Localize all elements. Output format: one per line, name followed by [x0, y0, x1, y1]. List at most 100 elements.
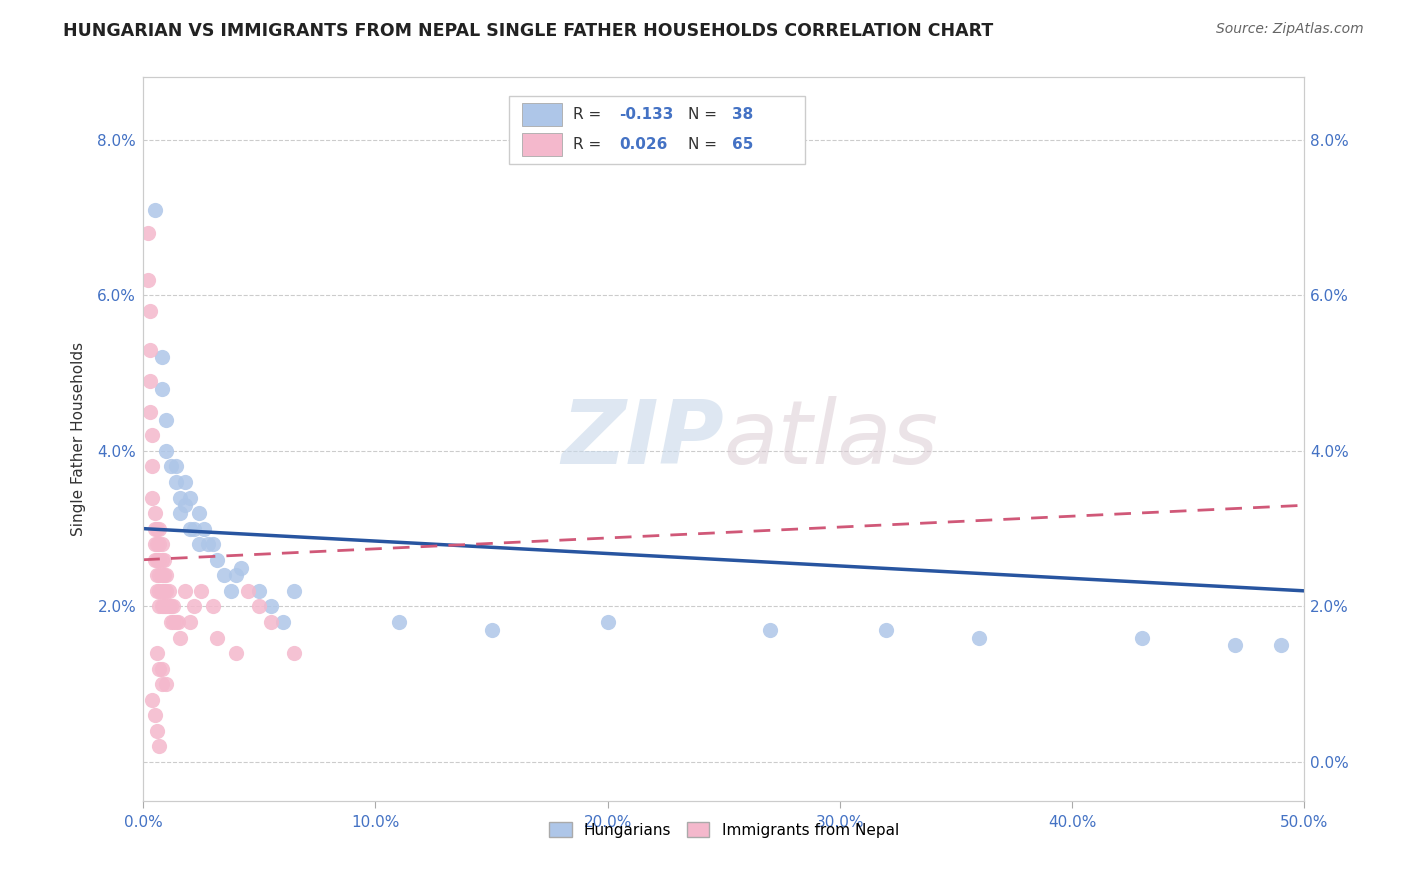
- Point: [139, 303, 162, 318]
- FancyBboxPatch shape: [522, 133, 562, 156]
- Point: [141, 459, 163, 474]
- Point: [247, 583, 270, 598]
- Point: [150, 662, 173, 676]
- Point: [190, 583, 212, 598]
- Point: [193, 522, 215, 536]
- Point: [167, 615, 190, 629]
- Point: [169, 491, 191, 505]
- Point: [165, 475, 187, 489]
- Point: [155, 599, 177, 614]
- Text: -0.133: -0.133: [619, 107, 673, 122]
- Point: [148, 662, 170, 676]
- Point: [155, 677, 177, 691]
- Point: [136, 273, 159, 287]
- Text: HUNGARIAN VS IMMIGRANTS FROM NEPAL SINGLE FATHER HOUSEHOLDS CORRELATION CHART: HUNGARIAN VS IMMIGRANTS FROM NEPAL SINGL…: [63, 22, 994, 40]
- Text: 65: 65: [733, 137, 754, 153]
- Text: R =: R =: [572, 137, 606, 153]
- Point: [229, 560, 252, 574]
- Point: [160, 459, 183, 474]
- FancyBboxPatch shape: [522, 103, 562, 126]
- Point: [160, 599, 183, 614]
- Point: [197, 537, 219, 551]
- Point: [187, 537, 209, 551]
- Point: [143, 553, 166, 567]
- Text: 0.026: 0.026: [619, 137, 668, 153]
- Point: [157, 583, 180, 598]
- Point: [146, 646, 169, 660]
- Point: [207, 631, 229, 645]
- Point: [596, 615, 619, 629]
- Point: [174, 498, 197, 512]
- FancyBboxPatch shape: [509, 95, 806, 164]
- Point: [136, 226, 159, 240]
- Point: [150, 599, 173, 614]
- Point: [146, 568, 169, 582]
- Point: [153, 583, 176, 598]
- Point: [153, 599, 176, 614]
- Point: [146, 537, 169, 551]
- Point: [150, 351, 173, 365]
- Legend: Hungarians, Immigrants from Nepal: Hungarians, Immigrants from Nepal: [543, 815, 905, 844]
- Point: [183, 599, 205, 614]
- Point: [143, 708, 166, 723]
- Point: [165, 615, 187, 629]
- Point: [875, 623, 897, 637]
- Point: [283, 646, 305, 660]
- Point: [271, 615, 294, 629]
- Point: [179, 522, 201, 536]
- Point: [139, 405, 162, 419]
- Point: [207, 553, 229, 567]
- Point: [150, 583, 173, 598]
- Point: [759, 623, 782, 637]
- Point: [148, 739, 170, 754]
- Point: [174, 583, 197, 598]
- Point: [157, 599, 180, 614]
- Point: [146, 723, 169, 738]
- Point: [148, 599, 170, 614]
- Point: [481, 623, 503, 637]
- Point: [153, 568, 176, 582]
- Point: [146, 553, 169, 567]
- Point: [201, 599, 224, 614]
- Y-axis label: Single Father Households: Single Father Households: [72, 343, 86, 536]
- Point: [179, 491, 201, 505]
- Point: [143, 537, 166, 551]
- Point: [155, 583, 177, 598]
- Point: [148, 568, 170, 582]
- Point: [150, 553, 173, 567]
- Point: [169, 631, 191, 645]
- Text: ZIP: ZIP: [561, 396, 724, 483]
- Text: 38: 38: [733, 107, 754, 122]
- Point: [225, 646, 247, 660]
- Point: [150, 677, 173, 691]
- Point: [155, 443, 177, 458]
- Point: [143, 506, 166, 520]
- Point: [214, 568, 236, 582]
- Text: N =: N =: [688, 137, 721, 153]
- Point: [146, 583, 169, 598]
- Point: [148, 537, 170, 551]
- Point: [143, 202, 166, 217]
- Point: [141, 491, 163, 505]
- Text: Source: ZipAtlas.com: Source: ZipAtlas.com: [1216, 22, 1364, 37]
- Point: [150, 537, 173, 551]
- Point: [155, 568, 177, 582]
- Point: [388, 615, 411, 629]
- Point: [139, 343, 162, 357]
- Point: [1270, 638, 1292, 652]
- Point: [141, 692, 163, 706]
- Point: [165, 459, 187, 474]
- Text: R =: R =: [572, 107, 606, 122]
- Point: [187, 506, 209, 520]
- Point: [160, 615, 183, 629]
- Point: [247, 599, 270, 614]
- Point: [1130, 631, 1153, 645]
- Point: [162, 599, 184, 614]
- Point: [179, 615, 201, 629]
- Text: atlas: atlas: [724, 396, 939, 483]
- Point: [148, 553, 170, 567]
- Point: [967, 631, 990, 645]
- Point: [162, 615, 184, 629]
- Point: [260, 615, 283, 629]
- Point: [174, 475, 197, 489]
